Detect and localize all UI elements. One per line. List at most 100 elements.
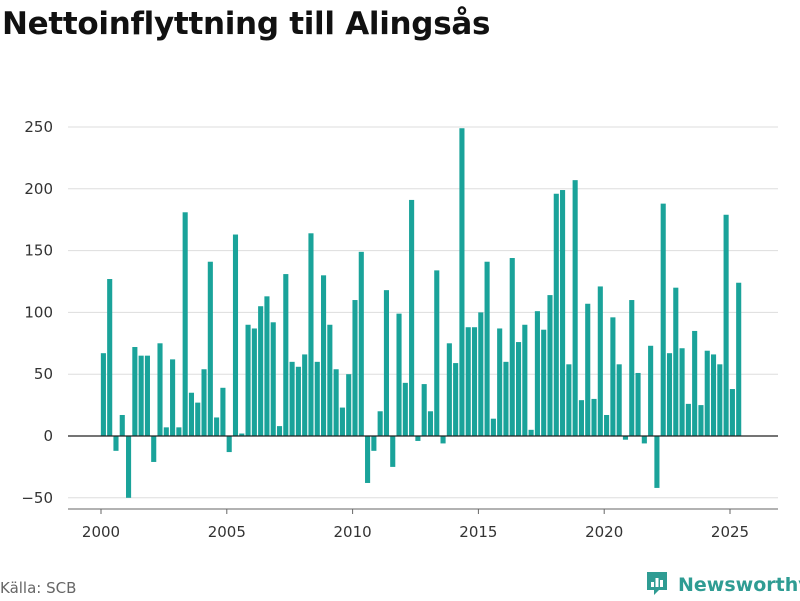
bar xyxy=(622,436,629,440)
y-tick-label: 150 xyxy=(24,242,53,260)
bar xyxy=(534,311,540,436)
bar xyxy=(245,324,251,436)
chart-title: Nettoinflyttning till Alingsås xyxy=(2,6,491,42)
bar xyxy=(566,364,572,436)
bar xyxy=(113,436,119,451)
bar xyxy=(654,436,660,488)
bar xyxy=(635,372,641,436)
bar xyxy=(358,251,364,436)
bar xyxy=(685,403,691,436)
bar xyxy=(308,233,314,436)
bar xyxy=(465,327,471,436)
bar xyxy=(434,270,440,436)
y-tick-labels: −50 0 50 100 150 200 250 xyxy=(21,118,53,507)
bar xyxy=(553,193,559,436)
bar xyxy=(201,369,207,436)
bar xyxy=(648,345,654,436)
bar xyxy=(453,363,459,436)
bar xyxy=(144,355,150,436)
bar xyxy=(302,354,308,436)
bar xyxy=(736,282,742,436)
bar xyxy=(710,354,717,436)
source-note: Källa: SCB xyxy=(0,579,77,597)
bar xyxy=(478,312,484,436)
brand-logo[interactable]: Newsworthy xyxy=(644,570,800,600)
bar xyxy=(673,287,679,436)
bar xyxy=(591,398,597,436)
bar xyxy=(396,313,402,436)
bar xyxy=(427,411,434,436)
x-tick-label: 2005 xyxy=(208,523,246,541)
bar xyxy=(321,275,327,436)
bar xyxy=(522,324,528,436)
bar xyxy=(692,330,698,436)
bar xyxy=(352,300,358,436)
bar xyxy=(327,324,333,436)
y-tick-label: 250 xyxy=(24,118,53,136)
bar xyxy=(597,286,603,436)
newsworthy-logo-icon xyxy=(644,569,670,601)
bar xyxy=(100,353,106,436)
bar xyxy=(107,279,113,436)
bar xyxy=(629,300,635,436)
bar xyxy=(220,387,226,436)
bar xyxy=(509,258,515,436)
bar xyxy=(616,364,622,436)
bar xyxy=(264,296,270,436)
brand-name: Newsworthy xyxy=(678,574,800,596)
bar xyxy=(503,361,509,436)
bar xyxy=(276,426,283,436)
bar xyxy=(232,234,239,436)
bar xyxy=(371,436,377,451)
bar xyxy=(163,427,169,436)
gridlines xyxy=(68,126,778,499)
bar xyxy=(459,128,465,436)
x-tick-labels: 2000 2005 2010 2015 2020 2025 xyxy=(82,523,749,541)
bar xyxy=(415,436,421,441)
y-tick-label: 50 xyxy=(34,365,53,383)
bar xyxy=(383,290,389,436)
bar xyxy=(289,361,295,436)
bar xyxy=(704,350,710,436)
bars xyxy=(100,128,742,498)
bar xyxy=(402,382,408,436)
bar xyxy=(314,361,320,436)
bar xyxy=(604,414,610,436)
bar xyxy=(578,400,584,436)
x-tick-label: 2025 xyxy=(711,523,749,541)
bar xyxy=(666,353,673,436)
bar xyxy=(214,417,220,436)
bar xyxy=(138,355,144,436)
axes xyxy=(68,435,778,514)
bar xyxy=(717,364,723,436)
bar xyxy=(226,436,232,453)
y-tick-label: 0 xyxy=(43,427,53,445)
bar xyxy=(679,348,685,436)
bar xyxy=(377,411,383,436)
bar xyxy=(157,343,163,436)
y-tick-label: 200 xyxy=(24,180,53,198)
bar xyxy=(585,303,591,436)
bar xyxy=(490,418,496,436)
bar xyxy=(151,436,157,462)
bar xyxy=(446,343,452,436)
bar xyxy=(515,342,522,436)
bar xyxy=(333,369,339,436)
y-tick-label: −50 xyxy=(21,489,53,507)
bar xyxy=(723,214,729,436)
bar xyxy=(572,180,578,436)
bar xyxy=(641,436,647,444)
bar xyxy=(176,427,182,436)
bar xyxy=(339,407,345,436)
bar xyxy=(295,366,301,436)
bar xyxy=(170,359,176,436)
bar xyxy=(270,322,276,436)
x-tick-label: 2020 xyxy=(585,523,623,541)
bar xyxy=(421,384,427,436)
bar xyxy=(484,261,490,436)
bar xyxy=(239,433,245,436)
bar xyxy=(126,436,132,498)
bar xyxy=(471,327,478,436)
bar xyxy=(195,402,201,436)
